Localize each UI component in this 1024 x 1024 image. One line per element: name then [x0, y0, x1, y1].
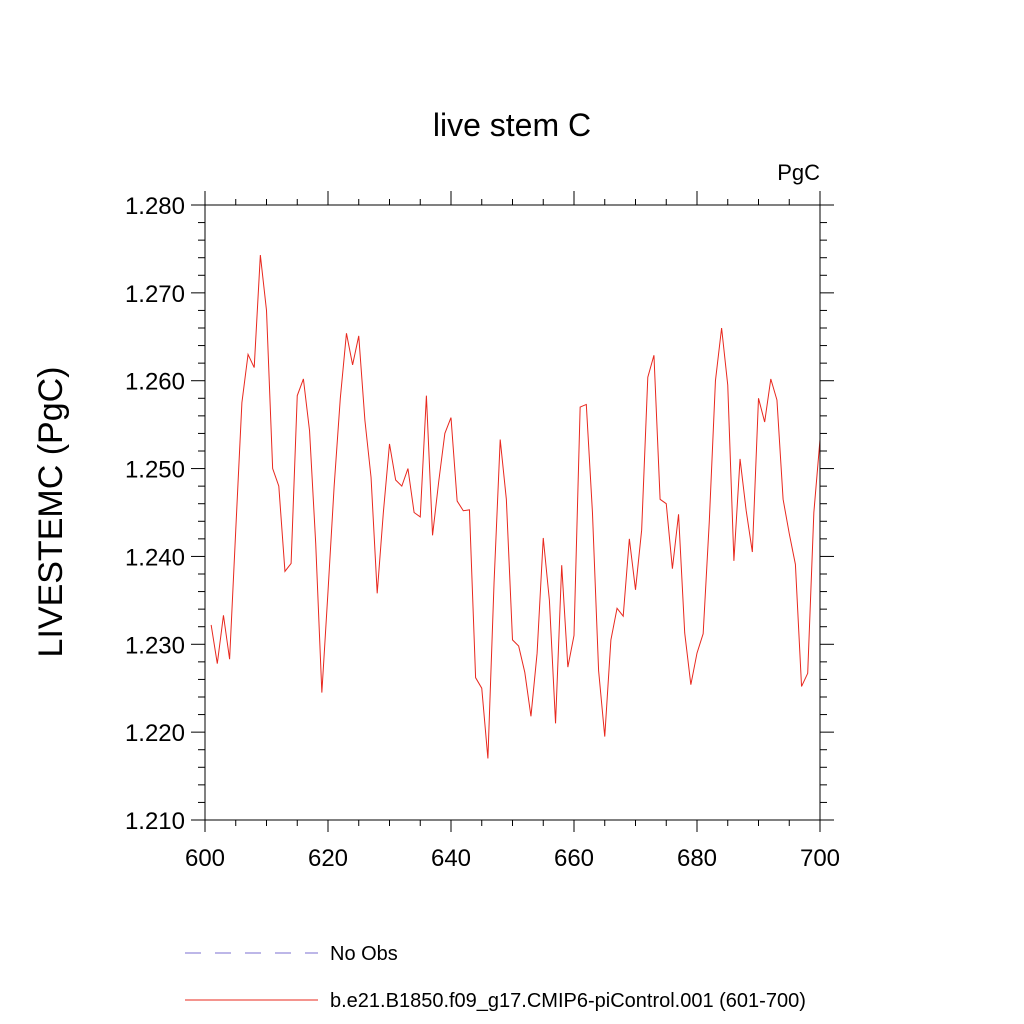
y-axis-label: LIVESTEMC (PgC): [32, 367, 70, 658]
x-tick-label: 640: [431, 845, 471, 872]
x-tick-label: 700: [800, 845, 840, 872]
legend: No Obs b.e21.B1850.f09_g17.CMIP6-piContro…: [185, 943, 806, 1012]
units-label: PgC: [777, 160, 820, 185]
y-tick-label: 1.210: [125, 808, 185, 835]
chart-title: live stem C: [433, 107, 591, 143]
y-tick-label: 1.220: [125, 720, 185, 747]
plot-frame: [204, 204, 821, 821]
y-tick-label: 1.240: [125, 544, 185, 571]
x-tick-label: 600: [185, 845, 225, 872]
y-tick-label: 1.270: [125, 281, 185, 308]
axis-ticks: [191, 191, 834, 832]
tick-labels: 600 620 640 660 680 700 1.210 1.220 1.230 1.240 1.…: [125, 193, 840, 872]
y-tick-label: 1.280: [125, 193, 185, 220]
legend-label: No Obs: [330, 943, 398, 965]
y-tick-label: 1.250: [125, 457, 185, 484]
x-tick-label: 680: [677, 845, 717, 872]
series-line: [210, 255, 821, 759]
y-tick-label: 1.230: [125, 632, 185, 659]
series-layer: [210, 255, 821, 759]
x-tick-label: 660: [554, 845, 594, 872]
legend-label: b.e21.B1850.f09_g17.CMIP6-piControl.001 …: [330, 990, 806, 1012]
y-tick-label: 1.260: [125, 369, 185, 396]
x-tick-label: 620: [308, 845, 348, 872]
